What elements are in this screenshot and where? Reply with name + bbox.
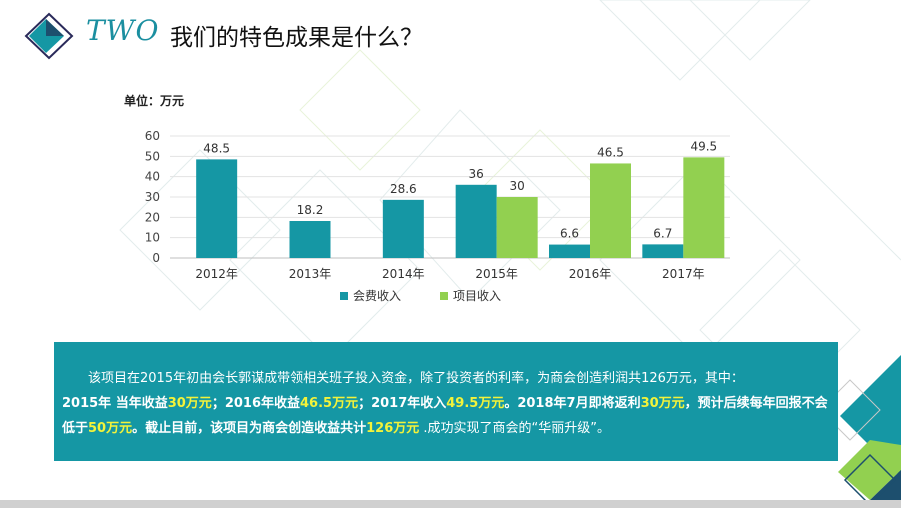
bar: [642, 244, 684, 258]
summary-s4: 。2018年7月即将返利: [504, 396, 641, 411]
corner-green-diamond: [838, 440, 901, 500]
legend-swatch: [440, 292, 448, 300]
unit-label: 单位：万元: [124, 94, 185, 108]
x-tick-label: 2014年: [382, 267, 425, 281]
data-label: 48.5: [203, 141, 230, 155]
bar: [683, 157, 725, 258]
bar: [455, 184, 497, 258]
summary-value-total: 126万元: [366, 421, 420, 436]
summary-value-2015: 30万元: [167, 396, 212, 411]
summary-s5: ，预计后续每年回报不会低于: [62, 396, 828, 436]
summary-s3: ；2017年收入: [358, 396, 447, 411]
legend-swatch: [340, 292, 348, 300]
summary-value-2018: 30万元: [640, 396, 685, 411]
x-tick-label: 2012年: [195, 267, 238, 281]
summary-value-2017: 49.5万元: [446, 396, 505, 411]
legend-label: 项目收入: [453, 289, 501, 303]
bar: [496, 197, 538, 258]
summary-s6: 。截止目前，该项目为商会创造收益共计: [132, 421, 367, 436]
bar: [196, 159, 238, 258]
y-tick-label: 0: [152, 251, 160, 265]
diamond-logo-icon: [24, 12, 74, 60]
x-tick-label: 2015年: [475, 267, 518, 281]
legend-label: 会费收入: [353, 289, 401, 303]
summary-text: 该项目在2015年初由会长郭谋成带领相关班子投入资金，除了投资者的利率，为商会创…: [62, 366, 834, 441]
data-label: 18.2: [297, 203, 324, 217]
bar: [382, 199, 424, 258]
data-label: 6.6: [560, 227, 579, 241]
data-label: 36: [469, 167, 484, 181]
summary-s7: .成功实现了商会的“华丽升级”。: [419, 421, 611, 436]
summary-value-annual: 50万元: [88, 421, 133, 436]
section-number: TWO: [86, 14, 160, 47]
bar: [590, 163, 631, 258]
summary-callout: 该项目在2015年初由会长郭谋成带领相关班子投入资金，除了投资者的利率，为商会创…: [54, 342, 838, 461]
data-label: 30: [510, 179, 525, 193]
summary-s1: 2015年 当年收益: [62, 396, 168, 411]
data-label: 46.5: [597, 145, 624, 159]
page-title: 我们的特色成果是什么？: [170, 25, 423, 51]
data-label: 28.6: [390, 182, 417, 196]
y-tick-label: 10: [145, 231, 160, 245]
y-tick-label: 30: [145, 190, 160, 204]
bar: [549, 244, 590, 258]
data-label: 6.7: [653, 226, 672, 240]
summary-intro: 该项目在2015年初由会长郭谋成带领相关班子投入资金，除了投资者的利率，为商会创…: [88, 371, 744, 386]
y-tick-label: 20: [145, 210, 160, 224]
data-label: 49.5: [690, 139, 717, 153]
summary-value-2016: 46.5万元: [300, 396, 359, 411]
summary-s2: ；2016年收益: [211, 396, 300, 411]
y-tick-label: 50: [145, 149, 160, 163]
x-tick-label: 2017年: [662, 267, 705, 281]
x-tick-label: 2016年: [569, 267, 612, 281]
bottom-rule: [0, 500, 901, 508]
bar: [289, 220, 331, 258]
y-tick-label: 40: [145, 170, 160, 184]
income-bar-chart: 0 10 20 30 40 50 60 48.5 2012年 18.2 2013年 28.6 2014年…: [145, 129, 730, 303]
x-tick-label: 2013年: [289, 267, 332, 281]
y-tick-label: 60: [145, 129, 160, 143]
